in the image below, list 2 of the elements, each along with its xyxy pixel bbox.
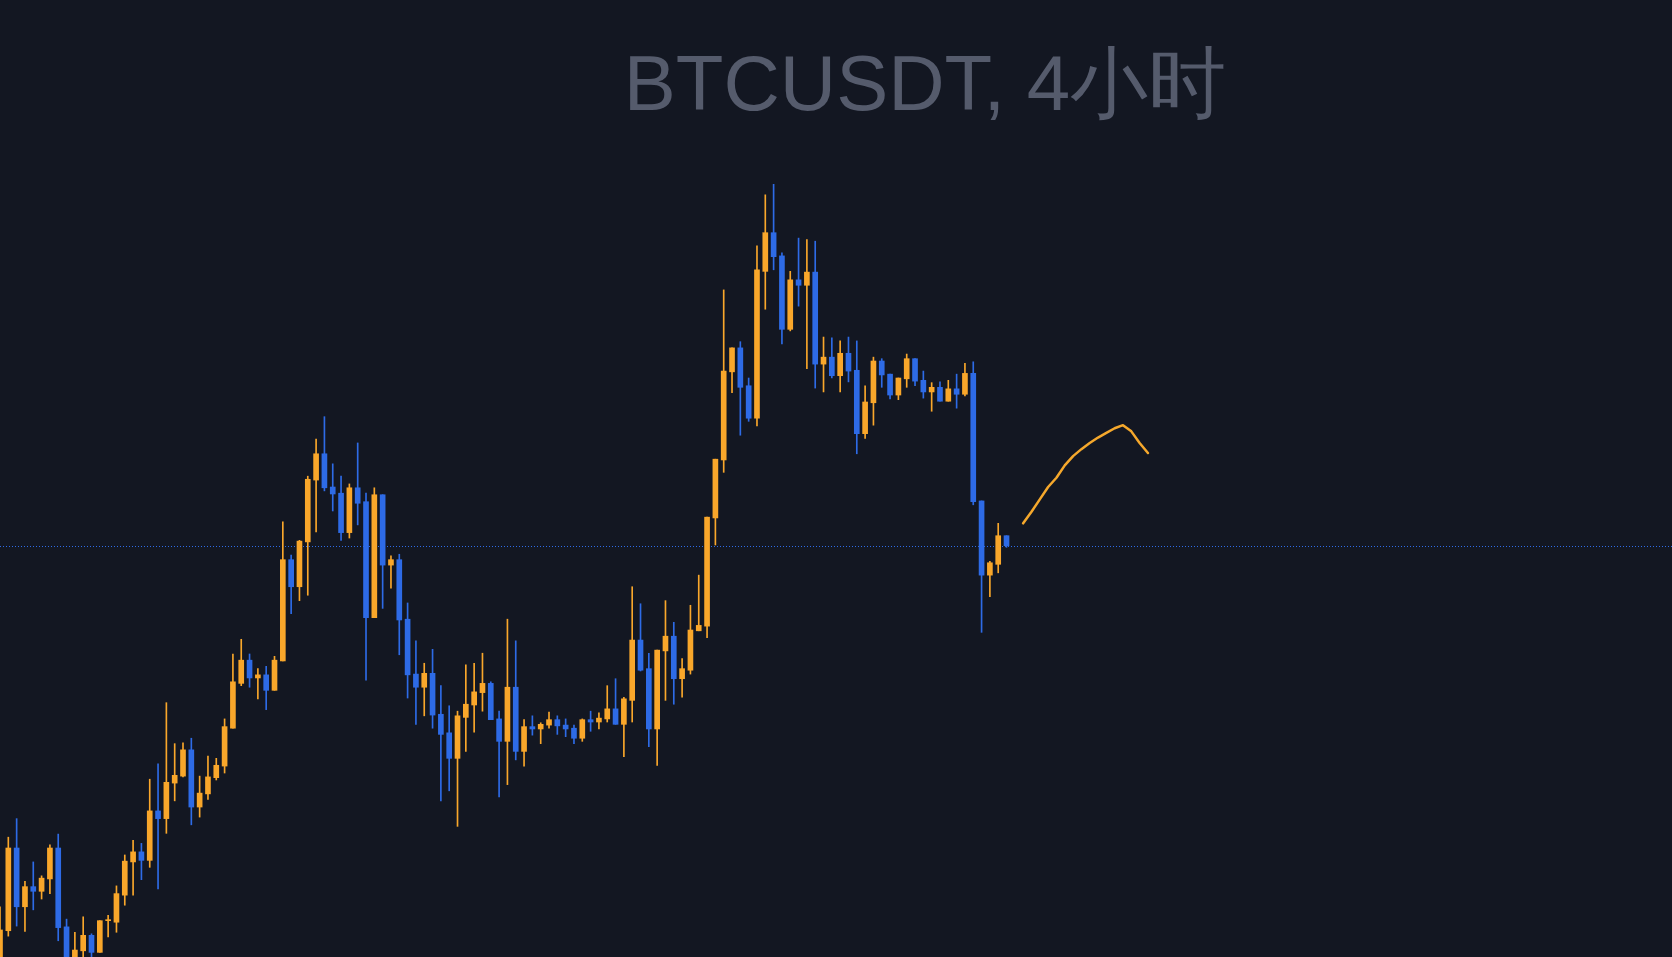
candlestick	[96, 920, 103, 953]
chart-title: BTCUSDT, 4小时	[623, 38, 1227, 127]
